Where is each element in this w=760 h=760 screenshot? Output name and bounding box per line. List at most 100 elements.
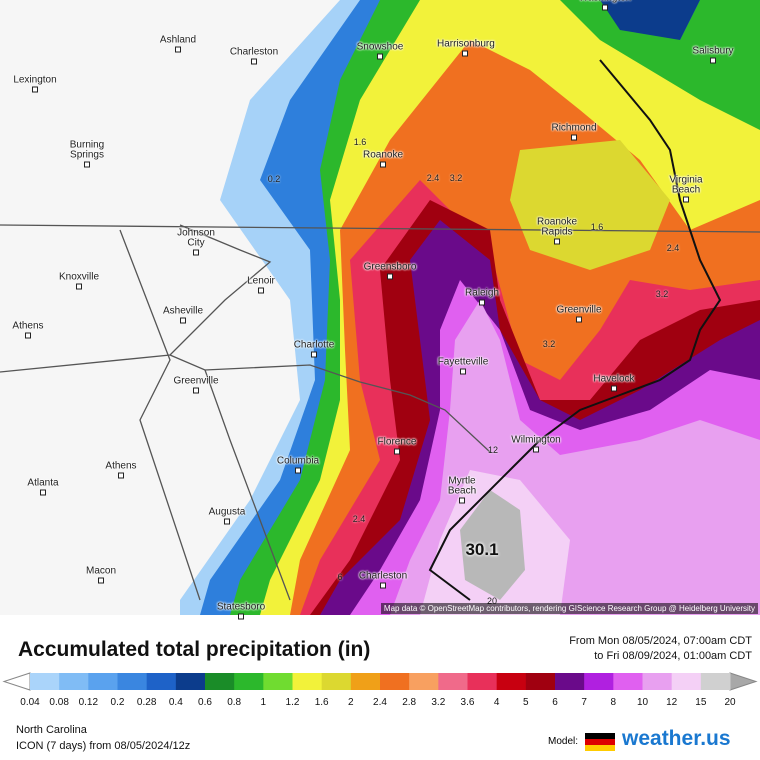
city-label: Atlanta bbox=[15, 478, 71, 496]
legend-swatch bbox=[671, 673, 702, 690]
city-label: Ashland bbox=[150, 35, 206, 53]
legend-swatch bbox=[613, 673, 643, 690]
period-from: From Mon 08/05/2024, 07:00am CDT bbox=[569, 635, 752, 647]
contour-label: 2.4 bbox=[426, 173, 440, 183]
legend-title: Accumulated total precipitation (in) bbox=[18, 638, 371, 661]
legend-swatch bbox=[88, 673, 118, 690]
legend-tick-label: 0.4 bbox=[168, 697, 183, 708]
city-label: Myrtle Beach bbox=[434, 476, 490, 504]
state-border bbox=[0, 224, 760, 233]
legend-tick-label: 0.8 bbox=[227, 697, 242, 708]
legend-tick-label: 1 bbox=[260, 697, 267, 708]
contour-label: 3.2 bbox=[655, 289, 669, 299]
contour-label: 30.1 bbox=[465, 540, 499, 559]
legend-swatch bbox=[584, 673, 614, 690]
legend-tick-label: 1.2 bbox=[285, 697, 300, 708]
legend-tick-label: 3.6 bbox=[460, 697, 475, 708]
legend-tick-label: 0.28 bbox=[136, 697, 157, 708]
legend-tick-label: 0.2 bbox=[110, 697, 125, 708]
city-label: Wilmington bbox=[508, 435, 564, 453]
state-border bbox=[119, 229, 201, 601]
city-label: Charlotte bbox=[286, 340, 342, 358]
city-label: Salisbury bbox=[685, 46, 741, 64]
city-label: Harrisonburg bbox=[437, 39, 495, 57]
city-label: Snowshoe bbox=[352, 42, 408, 60]
city-label: Asheville bbox=[155, 306, 211, 324]
legend-swatch bbox=[525, 673, 556, 690]
city-label: Richmond bbox=[546, 123, 602, 141]
band-gray bbox=[460, 490, 525, 600]
legend-tick-label: 0.6 bbox=[198, 697, 212, 708]
legend-swatch bbox=[350, 673, 381, 690]
city-label: Roanoke Rapids bbox=[529, 217, 585, 245]
city-label: Athens bbox=[0, 321, 56, 339]
model-run: ICON (7 days) from 08/05/2024/12z bbox=[16, 740, 191, 752]
contour-label: 2.4 bbox=[666, 243, 680, 253]
city-label: Roanoke bbox=[355, 150, 411, 168]
contour-label: 6 bbox=[337, 572, 343, 582]
city-label: Lenoir bbox=[233, 276, 289, 294]
city-label: Burning Springs bbox=[59, 140, 115, 168]
legend-tick-label: 5 bbox=[523, 697, 529, 708]
legend-swatch bbox=[292, 673, 323, 690]
attribution: Map data © OpenStreetMap contributors, r… bbox=[380, 603, 758, 614]
legend-tick-label: 2.4 bbox=[373, 697, 387, 708]
city-label: Johnson City bbox=[168, 228, 224, 256]
legend-tick-label: 1.6 bbox=[314, 697, 329, 708]
city-label: Florence bbox=[369, 437, 425, 455]
city-label: Knoxville bbox=[51, 272, 107, 290]
city-label: Lexington bbox=[7, 75, 63, 93]
legend-bar bbox=[30, 673, 731, 690]
legend-tick-label: 4 bbox=[493, 697, 500, 708]
state-border bbox=[204, 369, 291, 601]
legend-swatch bbox=[380, 673, 410, 690]
city-label: Athens bbox=[93, 461, 149, 479]
legend-swatch bbox=[205, 673, 235, 690]
legend-swatch bbox=[642, 673, 673, 690]
city-label: Fayetteville bbox=[435, 357, 491, 375]
city-label: Columbia bbox=[270, 456, 326, 474]
legend-tick-label: 2.8 bbox=[402, 697, 417, 708]
legend-swatch bbox=[321, 673, 352, 690]
legend-tick-label: 12 bbox=[666, 697, 678, 708]
legend-tick-label: 6 bbox=[552, 697, 558, 708]
legend-swatch bbox=[59, 673, 89, 690]
contour-label: 12 bbox=[487, 445, 499, 455]
model-label: Model: bbox=[548, 736, 579, 747]
city-label: Charleston bbox=[355, 571, 411, 589]
legend-swatch bbox=[409, 673, 439, 690]
legend-swatch bbox=[467, 673, 498, 690]
legend-swatch bbox=[555, 673, 585, 690]
legend-swatch bbox=[496, 673, 527, 690]
legend-tick-label: 20 bbox=[724, 697, 736, 708]
legend-tick-label: 2 bbox=[348, 697, 354, 708]
city-label: Greenville bbox=[168, 376, 224, 394]
city-label: Virginia Beach bbox=[658, 175, 714, 203]
legend-tick-label: 3.2 bbox=[431, 697, 446, 708]
flag bbox=[585, 733, 615, 739]
legend-tick-label: 7 bbox=[581, 697, 587, 708]
legend-swatch bbox=[234, 673, 264, 690]
contour-label: 2.4 bbox=[352, 514, 366, 524]
city-label: Washington bbox=[577, 0, 633, 11]
contour-label: 0.2 bbox=[267, 174, 281, 184]
legend-swatch bbox=[263, 673, 293, 690]
flag bbox=[585, 745, 615, 751]
legend-tick-label: 15 bbox=[695, 697, 707, 708]
contour-label: 1.6 bbox=[590, 222, 604, 232]
legend-tick-label: 0.08 bbox=[49, 697, 69, 708]
region: North Carolina bbox=[16, 724, 87, 736]
city-label: Macon bbox=[73, 566, 129, 584]
legend-swatch bbox=[438, 673, 468, 690]
contour-label: 3.2 bbox=[449, 173, 463, 183]
legend-tick-label: 10 bbox=[636, 697, 649, 708]
legend-swatch bbox=[700, 673, 731, 690]
period-to: to Fri 08/09/2024, 01:00am CDT bbox=[594, 650, 752, 662]
legend-swatch bbox=[30, 673, 60, 690]
legend-swatch bbox=[175, 673, 206, 690]
city-label: Charleston bbox=[226, 47, 282, 65]
city-label: Havelock bbox=[586, 374, 642, 392]
legend-swatch bbox=[146, 673, 177, 690]
city-label: Augusta bbox=[199, 507, 255, 525]
